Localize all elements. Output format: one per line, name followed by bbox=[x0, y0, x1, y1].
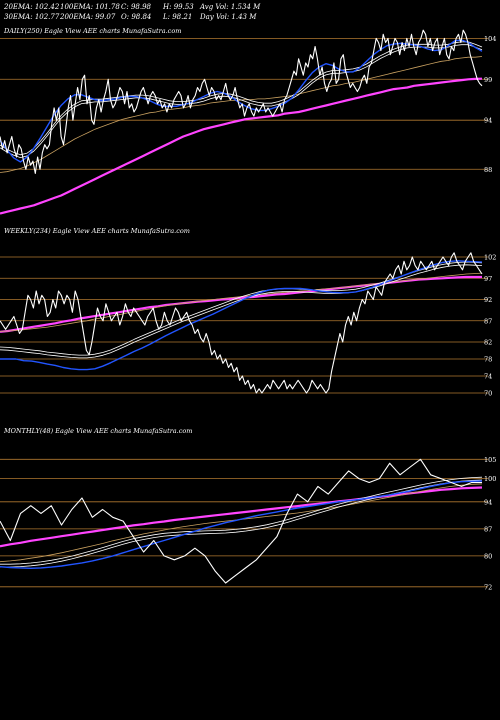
monthly-tick-label-3: 87 bbox=[484, 525, 492, 533]
daily-tick-label-2: 94 bbox=[484, 117, 492, 125]
monthly-ema_mid-line-a bbox=[0, 476, 483, 565]
header-day-vol: Day Vol: 1.43 M bbox=[199, 13, 257, 21]
daily-tick-label-0: 104 bbox=[484, 35, 496, 43]
weekly-ema_long-line bbox=[0, 275, 482, 333]
monthly-tick-label-4: 80 bbox=[484, 552, 492, 560]
indicator-header: 20EMA: 102.42 100EMA: 101.78 C: 98.98 H:… bbox=[3, 3, 261, 21]
header-ema100: 100EMA: 101.78 bbox=[60, 3, 120, 11]
daily-price-line bbox=[0, 29, 483, 174]
monthly-tick-label-5: 72 bbox=[484, 583, 492, 591]
header-close: C: 98.98 bbox=[121, 3, 152, 11]
header-low: L: 98.21 bbox=[162, 13, 192, 21]
monthly-tick-label-1: 100 bbox=[484, 475, 496, 483]
daily-ema_mid-line-b bbox=[0, 44, 483, 158]
weekly-tick-label-5: 78 bbox=[484, 356, 492, 364]
monthly-price-line bbox=[0, 458, 483, 584]
header-avg-vol: Avg Vol: 1.534 M bbox=[199, 3, 261, 11]
header-ema20: 20EMA: 102.42 bbox=[3, 3, 60, 11]
weekly-price-line bbox=[0, 252, 483, 394]
weekly-panel-title: WEEKLY(234) Eagle View AEE charts Munafa… bbox=[4, 227, 190, 235]
weekly-ema_mid-line-b bbox=[0, 264, 483, 359]
monthly-panel: MONTHLY(48) Eagle View AEE charts Munafa… bbox=[0, 427, 496, 591]
weekly-panel: WEEKLY(234) Eagle View AEE charts Munafa… bbox=[0, 227, 496, 398]
weekly-tick-label-3: 87 bbox=[484, 317, 492, 325]
header-ema200: 200EMA: 99.07 bbox=[59, 13, 116, 21]
header-ema30: 30EMA: 102.77 bbox=[4, 13, 60, 21]
monthly-ema_fast-line bbox=[0, 480, 483, 569]
weekly-ema_fast-line bbox=[0, 260, 483, 371]
weekly-tick-label-0: 102 bbox=[484, 254, 496, 262]
weekly-tick-label-6: 74 bbox=[484, 373, 492, 381]
weekly-tick-label-1: 97 bbox=[484, 275, 492, 283]
daily-panel: DAILY(250) Eagle View AEE charts MunafaS… bbox=[0, 27, 496, 215]
monthly-panel-title: MONTHLY(48) Eagle View AEE charts Munafa… bbox=[3, 427, 192, 435]
header-open: O: 98.84 bbox=[121, 13, 151, 21]
daily-panel-title: DAILY(250) Eagle View AEE charts MunafaS… bbox=[3, 27, 181, 35]
monthly-tick-label-2: 94 bbox=[484, 498, 492, 506]
daily-ema_long-line bbox=[0, 77, 483, 215]
weekly-tick-label-4: 82 bbox=[484, 339, 492, 347]
weekly-tick-label-2: 92 bbox=[484, 296, 492, 304]
monthly-ema_long-line bbox=[0, 486, 483, 548]
header-high: H: 99.53 bbox=[162, 3, 194, 11]
daily-tick-label-1: 99 bbox=[484, 76, 492, 84]
monthly-tick-label-0: 105 bbox=[484, 456, 496, 464]
weekly-tick-label-7: 70 bbox=[484, 390, 492, 398]
daily-tick-label-3: 88 bbox=[484, 166, 492, 174]
